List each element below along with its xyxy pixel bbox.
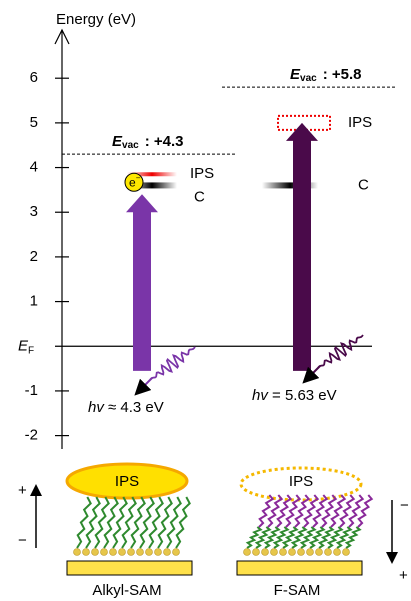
- head-group: [146, 549, 153, 556]
- y-tick-label: 5: [30, 114, 38, 131]
- photon-wave: [318, 335, 363, 368]
- head-group: [298, 549, 305, 556]
- head-group: [289, 549, 296, 556]
- ips-label: IPS: [348, 114, 372, 131]
- head-group: [164, 549, 171, 556]
- head-group: [110, 549, 117, 556]
- energy-diagram: Energy (eV)-2-1EF123456Evac: +4.3CIPSe−h…: [0, 0, 411, 601]
- dipole-sign: −: [18, 532, 27, 549]
- y-tick-label: 6: [30, 69, 38, 86]
- sam-label: Alkyl-SAM: [92, 582, 161, 599]
- text-part: F: [28, 345, 34, 356]
- photon-wave: [150, 347, 195, 380]
- text-part: = 5.63 eV: [268, 387, 337, 404]
- text-part: vac: [122, 140, 139, 151]
- head-group: [271, 549, 278, 556]
- ips-cloud-label: IPS: [115, 473, 139, 490]
- y-tick-label: -2: [25, 427, 38, 444]
- head-group: [155, 549, 162, 556]
- axis-label: Energy (eV): [56, 11, 136, 28]
- y-tick-label: -1: [25, 382, 38, 399]
- excitation-arrow: [286, 123, 318, 371]
- text-part: hv: [88, 399, 105, 416]
- excitation-arrow: [126, 194, 158, 371]
- y-tick-label: 4: [30, 159, 38, 176]
- head-group: [334, 549, 341, 556]
- y-tick-label: 3: [30, 203, 38, 220]
- head-group: [307, 549, 314, 556]
- head-group: [262, 549, 269, 556]
- ips-label: IPS: [190, 165, 214, 182]
- text-part: vac: [300, 73, 317, 84]
- text-part: −: [136, 173, 141, 182]
- dipole-sign: −: [400, 497, 409, 514]
- vacuum-label: Evac: +5.8: [290, 66, 361, 84]
- text-part: ≈ 4.3 eV: [104, 399, 164, 416]
- text-part: : +4.3: [145, 133, 184, 150]
- head-group: [101, 549, 108, 556]
- head-group: [137, 549, 144, 556]
- substrate: [67, 561, 192, 575]
- head-group: [253, 549, 260, 556]
- c-label: C: [358, 176, 369, 193]
- head-group: [343, 549, 350, 556]
- text-part: : +5.8: [323, 66, 362, 83]
- head-group: [173, 549, 180, 556]
- head-group: [119, 549, 126, 556]
- y-tick-label: 2: [30, 248, 38, 265]
- dipole-sign: +: [399, 567, 408, 584]
- substrate: [237, 561, 362, 575]
- text-part: hv: [252, 387, 269, 404]
- head-group: [316, 549, 323, 556]
- photon-label: hv ≈ 4.3 eV: [88, 399, 164, 416]
- dipole-sign: +: [18, 482, 27, 499]
- sam-label: F-SAM: [274, 582, 321, 599]
- y-tick-label: 1: [30, 293, 38, 310]
- photon-label: hv = 5.63 eV: [252, 387, 337, 404]
- head-group: [92, 549, 99, 556]
- head-group: [325, 549, 332, 556]
- vacuum-label: Evac: +4.3: [112, 133, 183, 151]
- head-group: [280, 549, 287, 556]
- head-group: [128, 549, 135, 556]
- head-group: [74, 549, 81, 556]
- head-group: [83, 549, 90, 556]
- y-tick-label: EF: [18, 337, 34, 356]
- photon-arrow: [140, 378, 152, 390]
- c-label: C: [194, 188, 205, 205]
- head-group: [244, 549, 251, 556]
- ips-cloud-label: IPS: [289, 473, 313, 490]
